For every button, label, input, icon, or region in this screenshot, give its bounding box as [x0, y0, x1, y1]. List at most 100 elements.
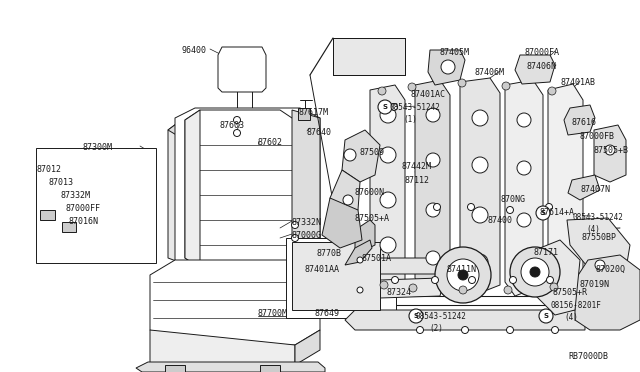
Circle shape	[417, 327, 424, 334]
Text: 87401AA: 87401AA	[305, 265, 340, 274]
Text: 87332M: 87332M	[60, 191, 90, 200]
Text: 8770B: 8770B	[317, 249, 342, 258]
Circle shape	[458, 270, 468, 280]
Circle shape	[459, 286, 467, 294]
Circle shape	[506, 206, 513, 214]
Circle shape	[380, 192, 396, 208]
Text: S: S	[413, 313, 419, 319]
Circle shape	[343, 195, 353, 205]
Polygon shape	[567, 218, 630, 275]
Text: 87332N: 87332N	[292, 218, 322, 227]
Text: 87324: 87324	[387, 288, 412, 297]
Circle shape	[447, 259, 479, 291]
Polygon shape	[165, 365, 185, 372]
Circle shape	[426, 251, 440, 265]
Circle shape	[517, 161, 531, 175]
Polygon shape	[333, 38, 405, 75]
Polygon shape	[195, 110, 228, 268]
Text: 87405M: 87405M	[440, 48, 470, 57]
Polygon shape	[594, 125, 626, 182]
Text: 87000G: 87000G	[292, 231, 322, 240]
Text: 87400: 87400	[488, 216, 513, 225]
Circle shape	[344, 149, 356, 161]
Circle shape	[548, 87, 556, 95]
Polygon shape	[185, 110, 295, 268]
Text: 87171: 87171	[534, 248, 559, 257]
Text: 870NG: 870NG	[501, 195, 526, 204]
Text: S: S	[543, 313, 548, 319]
Polygon shape	[363, 258, 452, 274]
Text: 08543-51242: 08543-51242	[390, 103, 441, 112]
Text: 87505+B: 87505+B	[594, 146, 629, 155]
Text: 87614+A: 87614+A	[540, 208, 575, 217]
Polygon shape	[355, 220, 375, 255]
Polygon shape	[428, 50, 465, 85]
Circle shape	[426, 203, 440, 217]
Circle shape	[506, 327, 513, 334]
Circle shape	[291, 221, 298, 228]
Text: (2): (2)	[429, 324, 443, 333]
Text: 87700M: 87700M	[258, 309, 288, 318]
Polygon shape	[175, 108, 320, 270]
Circle shape	[545, 203, 552, 211]
Circle shape	[510, 247, 560, 297]
Circle shape	[530, 267, 540, 277]
Text: 87411N: 87411N	[447, 265, 477, 274]
Circle shape	[357, 257, 363, 263]
Circle shape	[517, 213, 531, 227]
Text: 87602: 87602	[258, 138, 283, 147]
Text: 87406N: 87406N	[527, 62, 557, 71]
Circle shape	[517, 261, 531, 275]
Circle shape	[380, 281, 388, 289]
Circle shape	[234, 116, 241, 124]
Polygon shape	[548, 84, 583, 292]
Circle shape	[357, 287, 363, 293]
Text: 08543-51242: 08543-51242	[416, 312, 467, 321]
Polygon shape	[415, 80, 450, 292]
Circle shape	[291, 234, 298, 241]
Text: 87501A: 87501A	[362, 254, 392, 263]
Text: S: S	[541, 210, 545, 216]
Polygon shape	[168, 110, 228, 155]
Polygon shape	[40, 210, 55, 220]
Text: (4): (4)	[564, 313, 578, 322]
Circle shape	[595, 260, 605, 270]
Text: 87509: 87509	[360, 148, 385, 157]
Circle shape	[433, 203, 440, 211]
Circle shape	[468, 276, 476, 283]
Polygon shape	[345, 310, 585, 330]
Polygon shape	[150, 330, 295, 365]
Circle shape	[435, 247, 491, 303]
Text: 87616: 87616	[572, 118, 597, 127]
Text: 96400: 96400	[182, 46, 207, 55]
Polygon shape	[378, 278, 442, 298]
Text: 87600N: 87600N	[355, 188, 385, 197]
Circle shape	[441, 60, 455, 74]
Polygon shape	[62, 222, 76, 232]
Text: 87649: 87649	[315, 309, 340, 318]
Circle shape	[472, 207, 488, 223]
Polygon shape	[150, 260, 320, 345]
Polygon shape	[535, 240, 580, 315]
Text: 87019N: 87019N	[580, 280, 610, 289]
Bar	[36, 148, 156, 263]
Circle shape	[409, 309, 423, 323]
Polygon shape	[292, 242, 380, 310]
Polygon shape	[295, 330, 320, 365]
Circle shape	[408, 83, 416, 91]
Text: 87300M: 87300M	[82, 143, 112, 152]
Circle shape	[426, 108, 440, 122]
Circle shape	[426, 153, 440, 167]
Circle shape	[458, 79, 466, 87]
Bar	[286, 238, 396, 318]
Text: 87550BP: 87550BP	[582, 233, 617, 242]
Circle shape	[521, 258, 549, 286]
Polygon shape	[322, 198, 362, 248]
Text: 87000FF: 87000FF	[65, 204, 100, 213]
Text: RB7000DB: RB7000DB	[568, 352, 608, 361]
Text: S: S	[383, 104, 387, 110]
Text: 08156-8201F: 08156-8201F	[551, 301, 602, 310]
Text: 87505+R: 87505+R	[553, 288, 588, 297]
Circle shape	[552, 327, 559, 334]
Circle shape	[502, 82, 510, 90]
